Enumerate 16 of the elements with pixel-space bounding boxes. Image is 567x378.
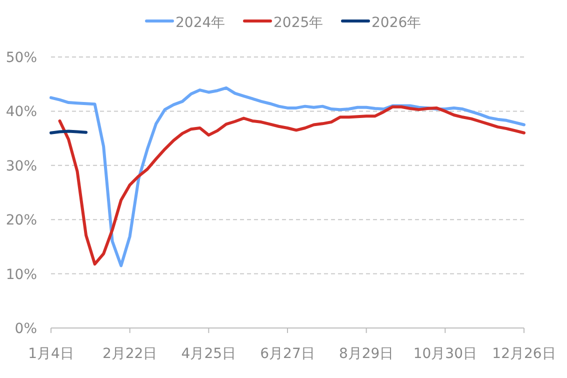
x-tick-label: 8月29日 — [338, 346, 394, 362]
x-tick-label: 4月25日 — [181, 346, 236, 362]
legend-label: 2025年 — [274, 15, 324, 31]
x-tick-label: 12月26日 — [492, 346, 556, 362]
legend-label: 2026年 — [372, 15, 422, 31]
y-tick-label: 50% — [6, 50, 37, 66]
x-tick-label: 1月4日 — [28, 346, 74, 362]
x-tick-label: 10月30日 — [413, 346, 477, 362]
y-tick-label: 30% — [6, 158, 37, 174]
y-tick-label: 0% — [14, 321, 37, 337]
x-tick-label: 2月22日 — [102, 346, 158, 362]
legend-label: 2024年 — [176, 15, 226, 31]
y-tick-label: 40% — [6, 104, 37, 120]
x-tick-label: 6月27日 — [260, 346, 315, 362]
y-tick-label: 20% — [6, 212, 37, 229]
y-tick-label: 10% — [6, 266, 37, 283]
